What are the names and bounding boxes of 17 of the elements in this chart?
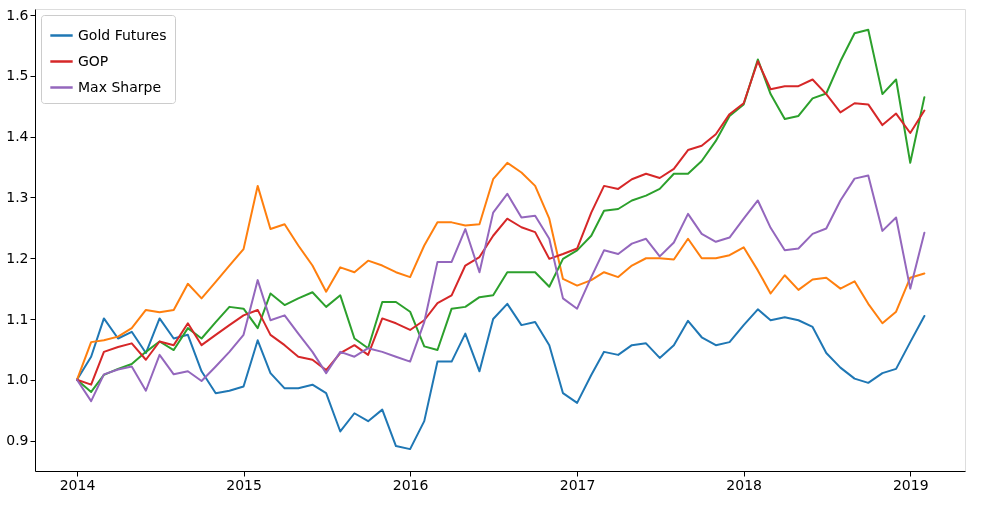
- legend-label: GOP: [78, 52, 109, 69]
- y-tick-label: 1.5: [6, 67, 29, 84]
- x-tick-label: 2014: [59, 476, 96, 493]
- y-tick-label: 1.0: [6, 371, 29, 388]
- x-tick-label: 2017: [559, 476, 596, 493]
- x-tick-label: 2019: [892, 476, 929, 493]
- y-tick-label: 1.6: [6, 6, 29, 23]
- x-tick-label: 2015: [226, 476, 262, 493]
- y-tick-label: 1.1: [6, 310, 29, 327]
- y-tick-label: 1.3: [6, 188, 29, 205]
- legend-label: Max Sharpe: [78, 78, 161, 95]
- x-tick-label: 2016: [392, 476, 429, 493]
- y-tick-label: 0.9: [6, 432, 29, 449]
- y-tick-label: 1.4: [6, 128, 29, 145]
- y-tick-label: 1.2: [6, 249, 29, 266]
- x-tick-label: 2018: [726, 476, 762, 493]
- legend-label: Gold Futures: [78, 26, 167, 43]
